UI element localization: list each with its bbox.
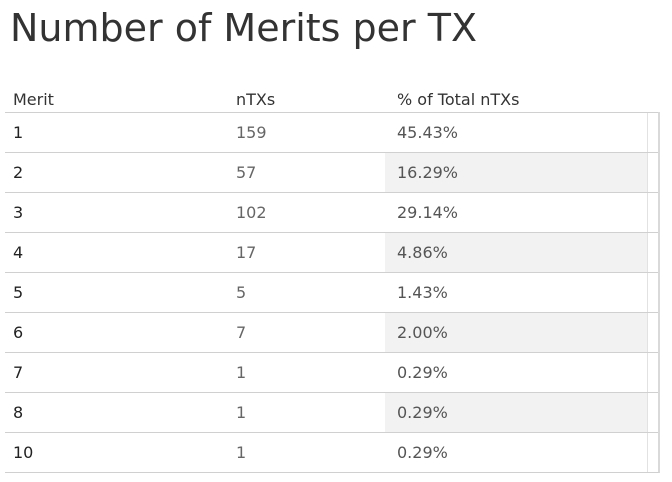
cell-ntxs: 1 <box>236 363 247 382</box>
column-header-merit[interactable]: Merit <box>13 90 54 109</box>
table-row[interactable]: 7 1 0.29% <box>5 352 658 392</box>
cell-pct-total: 0.29% <box>397 443 448 462</box>
table-row[interactable]: 1 159 45.43% <box>5 112 658 152</box>
cell-pct-total: 4.86% <box>397 243 448 262</box>
row-divider <box>647 313 648 352</box>
cell-ntxs: 159 <box>236 123 267 142</box>
table-row[interactable]: 10 1 0.29% <box>5 432 658 472</box>
cell-ntxs: 1 <box>236 403 247 422</box>
chart-title: Number of Merits per TX <box>10 6 478 50</box>
table-row[interactable]: 6 7 2.00% <box>5 312 658 352</box>
row-divider <box>647 353 648 392</box>
table-row[interactable]: 5 5 1.43% <box>5 272 658 312</box>
row-divider <box>647 233 648 272</box>
cell-merit: 7 <box>13 363 24 382</box>
cell-ntxs: 7 <box>236 323 247 342</box>
cell-ntxs: 57 <box>236 163 257 182</box>
column-header-ntxs[interactable]: nTXs <box>236 90 276 109</box>
cell-merit: 8 <box>13 403 24 422</box>
cell-ntxs: 5 <box>236 283 247 302</box>
row-band <box>385 393 648 432</box>
cell-merit: 6 <box>13 323 24 342</box>
row-divider <box>647 393 648 432</box>
cell-ntxs: 17 <box>236 243 257 262</box>
cell-merit: 2 <box>13 163 24 182</box>
row-band <box>385 153 648 192</box>
row-divider <box>647 193 648 232</box>
cell-merit: 4 <box>13 243 24 262</box>
cell-pct-total: 0.29% <box>397 403 448 422</box>
cell-pct-total: 1.43% <box>397 283 448 302</box>
row-band <box>385 313 648 352</box>
cell-merit: 5 <box>13 283 24 302</box>
row-divider <box>647 113 648 152</box>
table-header: Merit nTXs % of Total nTXs <box>5 88 660 112</box>
cell-merit: 10 <box>13 443 34 462</box>
row-divider <box>647 433 648 472</box>
row-band <box>385 233 648 272</box>
cell-merit: 1 <box>13 123 24 142</box>
row-divider <box>647 273 648 312</box>
cell-pct-total: 0.29% <box>397 363 448 382</box>
table-row[interactable]: 2 57 16.29% <box>5 152 658 192</box>
cell-pct-total: 29.14% <box>397 203 459 222</box>
column-header-pct-total[interactable]: % of Total nTXs <box>397 90 520 109</box>
cell-ntxs: 102 <box>236 203 267 222</box>
table-row[interactable]: 8 1 0.29% <box>5 392 658 432</box>
cell-ntxs: 1 <box>236 443 247 462</box>
data-table: Merit nTXs % of Total nTXs 1 159 45.43% 2 57… <box>5 88 660 473</box>
table-body: 1 159 45.43% 2 57 16.29% 3 102 29.14% 4 17 4.86% 5 5 1… <box>5 112 660 473</box>
table-row[interactable]: 4 17 4.86% <box>5 232 658 272</box>
cell-pct-total: 2.00% <box>397 323 448 342</box>
cell-merit: 3 <box>13 203 24 222</box>
row-divider <box>647 153 648 192</box>
cell-pct-total: 45.43% <box>397 123 459 142</box>
cell-pct-total: 16.29% <box>397 163 459 182</box>
table-row[interactable]: 3 102 29.14% <box>5 192 658 232</box>
